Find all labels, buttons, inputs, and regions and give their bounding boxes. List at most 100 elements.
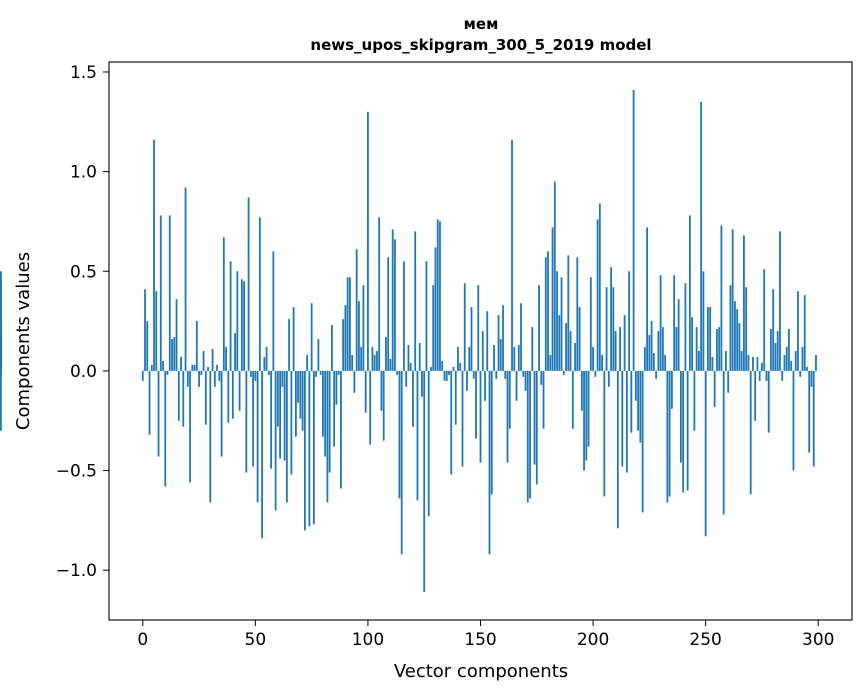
- x-axis-label: Vector components: [394, 661, 568, 682]
- bar-230: [659, 275, 662, 371]
- bar-259: [725, 350, 727, 371]
- bar-119: [409, 362, 412, 371]
- bar-165: [513, 346, 516, 371]
- y-tick-label: 0.5: [70, 262, 97, 282]
- y-tick-label: −0.5: [56, 462, 97, 482]
- bar-50: [254, 370, 257, 381]
- bar-184: [556, 271, 558, 371]
- bar-1: [144, 289, 146, 371]
- bar-43: [238, 370, 241, 411]
- bar-285: [783, 354, 786, 371]
- bar-175: [535, 370, 538, 485]
- bar-155: [490, 370, 493, 495]
- bar-24: [195, 321, 198, 371]
- bar-91: [346, 277, 349, 371]
- bar-207: [607, 370, 610, 387]
- bar-238: [677, 299, 680, 371]
- bar-213: [621, 370, 624, 467]
- bar-177: [540, 370, 543, 385]
- bar-287: [788, 329, 790, 371]
- bar-197: [585, 370, 588, 461]
- bar-103: [373, 354, 376, 371]
- bar-246: [695, 327, 698, 371]
- bar-186: [560, 277, 563, 371]
- bar-133: [441, 360, 444, 371]
- bar-101: [369, 370, 372, 445]
- bar-114: [398, 370, 401, 499]
- bar-92: [349, 277, 351, 371]
- bar-32: [213, 370, 216, 387]
- x-tick-label: 150: [464, 630, 496, 650]
- bar-226: [650, 321, 653, 371]
- bar-277: [765, 370, 768, 381]
- bar-104: [376, 350, 378, 371]
- bar-98: [362, 285, 365, 371]
- bar-108: [385, 337, 387, 371]
- bar-164: [511, 139, 513, 371]
- bar-136: [448, 370, 450, 375]
- bar-20: [186, 370, 189, 387]
- bar-248: [700, 101, 703, 371]
- bar-126: [425, 261, 428, 371]
- bar-279: [770, 329, 772, 371]
- bar-293: [801, 346, 804, 371]
- bar-171: [526, 370, 529, 503]
- bar-109: [387, 257, 390, 371]
- bar-36: [222, 237, 225, 371]
- bar-96: [358, 301, 360, 371]
- bar-221: [639, 370, 642, 443]
- bar-296: [808, 370, 811, 453]
- bar-180: [547, 251, 549, 371]
- bar-247: [698, 350, 700, 371]
- bar-4: [150, 364, 153, 371]
- bar-111: [391, 229, 394, 371]
- bar-208: [610, 267, 612, 371]
- bar-77: [315, 370, 318, 377]
- bar-227: [652, 352, 655, 371]
- bar-46: [245, 370, 248, 473]
- bar-258: [722, 370, 725, 515]
- bar-162: [506, 370, 509, 463]
- bar-100: [367, 111, 369, 371]
- bar-5: [153, 139, 155, 371]
- bar-272: [754, 370, 757, 421]
- bar-286: [785, 346, 788, 371]
- bar-201: [594, 370, 597, 377]
- y-tick-label: 1.0: [70, 163, 97, 183]
- bar-143: [463, 283, 466, 371]
- bar-66: [290, 370, 293, 475]
- bar-263: [734, 301, 736, 371]
- bar-142: [461, 370, 464, 467]
- bar-106: [380, 370, 383, 411]
- bar-198: [587, 370, 590, 447]
- bar-150: [479, 370, 482, 463]
- bar-30: [209, 370, 212, 503]
- bar-202: [596, 219, 599, 371]
- bar-7: [157, 370, 160, 457]
- bar-290: [794, 350, 797, 371]
- bar-216: [628, 271, 630, 371]
- x-tick-label: 300: [802, 630, 834, 650]
- bar-57: [270, 370, 273, 469]
- bar-145: [468, 346, 471, 371]
- bar-140: [457, 346, 459, 371]
- bar-134: [443, 370, 446, 381]
- bar-21: [189, 370, 191, 483]
- bar-70: [299, 370, 302, 419]
- bar-298: [812, 370, 815, 467]
- bar-195: [580, 370, 583, 411]
- bar-125: [423, 370, 426, 593]
- bar-211: [616, 370, 619, 529]
- bar-156: [493, 344, 495, 371]
- bar-128: [430, 366, 432, 371]
- bar-11: [166, 370, 169, 375]
- bar-163: [508, 370, 511, 429]
- bar-160: [502, 305, 504, 371]
- bar-261: [729, 285, 732, 371]
- bar-9: [162, 360, 164, 371]
- bar-102: [371, 346, 374, 371]
- bar-265: [738, 323, 741, 371]
- y-axis-label: Components values: [13, 252, 34, 430]
- bar-53: [261, 370, 263, 539]
- bar-284: [781, 370, 784, 381]
